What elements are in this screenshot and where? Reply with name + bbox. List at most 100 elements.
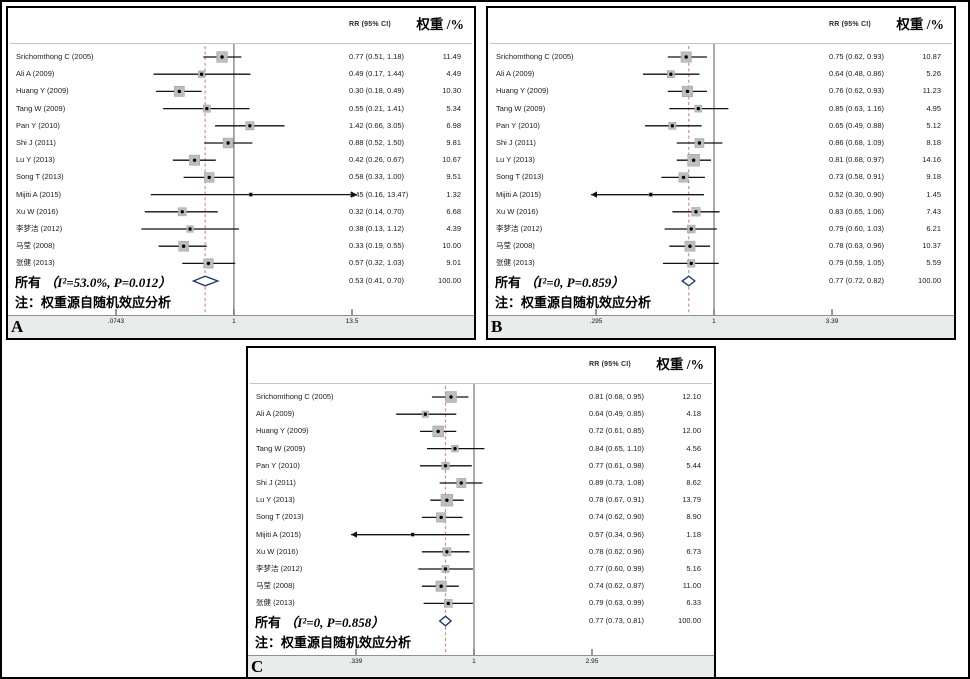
- study-label: Song T (2013): [256, 512, 304, 522]
- study-label: Mijiti A (2015): [16, 189, 62, 199]
- point-estimate-marker: [445, 550, 449, 554]
- study-weight-text: 14.16: [922, 155, 941, 165]
- study-weight-text: 12.00: [682, 426, 701, 436]
- study-ci-text: 0.57 (0.34, 0.96): [589, 529, 645, 539]
- effect-column-header: RR (95% CI): [349, 21, 391, 28]
- x-axis-tick-label: 1: [712, 318, 716, 325]
- study-weight-text: 5.12: [926, 120, 941, 130]
- overall-label-text: 所有: [255, 615, 282, 630]
- study-label: Ali A (2009): [496, 69, 535, 79]
- study-label: Tang W (2009): [256, 443, 306, 453]
- panel-c: RR (95% CI) 权重 /% Srichomthong C (2005) 0.8…: [246, 346, 716, 677]
- x-axis-tick-label: 13.5: [345, 318, 359, 325]
- study-ci-text: 0.55 (0.21, 1.41): [349, 103, 405, 113]
- point-estimate-marker: [188, 227, 192, 231]
- point-estimate-marker: [670, 124, 675, 128]
- point-estimate-marker: [220, 55, 224, 59]
- study-label: 李梦洁 (2012): [256, 564, 303, 573]
- study-weight-text: 11.23: [922, 86, 941, 96]
- point-estimate-marker: [697, 141, 702, 145]
- overall-label: 所有 （I²=53.0%, P=0.012）: [15, 272, 171, 291]
- study-weight-text: 10.37: [922, 241, 941, 251]
- study-ci-text: 0.81 (0.68, 0.97): [829, 155, 885, 165]
- study-label: Pan Y (2010): [256, 460, 300, 470]
- effect-column-header: RR (95% CI): [829, 21, 871, 28]
- study-label: Mijiti A (2015): [496, 189, 542, 199]
- study-label: 李梦洁 (2012): [16, 224, 63, 233]
- study-label: Srichomthong C (2005): [256, 392, 334, 401]
- point-estimate-marker: [688, 244, 692, 248]
- x-axis-tick-label: .339: [349, 658, 363, 665]
- point-estimate-marker: [423, 412, 428, 416]
- study-weight-text: 5.44: [686, 460, 701, 470]
- study-ci-text: 0.74 (0.62, 0.90): [589, 512, 645, 522]
- study-ci-text: 0.85 (0.63, 1.16): [829, 103, 885, 113]
- study-weight-text: 10.00: [442, 241, 461, 251]
- study-weight-text: 11.49: [442, 52, 461, 61]
- study-label: 张健 (2013): [496, 258, 535, 268]
- ci-arrow-right: [351, 191, 357, 198]
- overall-weight-text: 100.00: [918, 276, 941, 285]
- study-ci-text: 0.76 (0.62, 0.93): [829, 86, 885, 96]
- study-label: Pan Y (2010): [16, 120, 60, 130]
- study-weight-text: 8.62: [686, 478, 701, 487]
- study-ci-text: 0.33 (0.19, 0.55): [349, 241, 405, 251]
- study-label: 李梦洁 (2012): [496, 224, 543, 233]
- overall-label: 所有 （I²=0, P=0.858）: [255, 612, 384, 631]
- study-weight-text: 9.81: [446, 138, 461, 147]
- heterogeneity-stats: （I²=0, P=0.858）: [281, 615, 385, 630]
- panel-a: RR (95% CI) 权重 /% Srichomthong C (2005) 0.7…: [6, 6, 476, 340]
- study-weight-text: 1.45: [926, 189, 941, 199]
- study-weight-text: 6.68: [446, 206, 461, 216]
- study-label: Shi J (2011): [256, 478, 296, 487]
- study-weight-text: 4.39: [446, 224, 461, 233]
- overall-diamond: [438, 615, 453, 627]
- study-weight-text: 12.10: [682, 392, 701, 401]
- point-estimate-marker: [684, 55, 688, 59]
- study-ci-text: 0.88 (0.52, 1.50): [349, 138, 405, 147]
- study-weight-text: 6.21: [926, 224, 941, 233]
- study-weight-text: 5.16: [686, 564, 701, 573]
- header-separator: [10, 43, 472, 44]
- study-weight-text: 6.33: [686, 598, 701, 608]
- study-label: Lu Y (2013): [256, 495, 295, 505]
- study-weight-text: 5.26: [926, 69, 941, 79]
- study-ci-text: 0.38 (0.13, 1.12): [349, 224, 405, 233]
- point-estimate-marker: [669, 72, 673, 76]
- study-label: Xu W (2016): [16, 206, 59, 216]
- study-weight-text: 5.59: [926, 258, 941, 268]
- header-separator: [250, 383, 712, 384]
- point-estimate-marker: [443, 567, 448, 571]
- study-ci-text: 0.57 (0.32, 1.03): [349, 258, 405, 268]
- study-weight-text: 1.18: [686, 529, 701, 539]
- study-label: Huang Y (2009): [256, 426, 309, 436]
- study-label: Tang W (2009): [16, 103, 66, 113]
- study-ci-text: 0.78 (0.62, 0.96): [589, 546, 645, 556]
- study-label: Pan Y (2010): [496, 120, 540, 130]
- panel-A-inner: RR (95% CI) 权重 /% Srichomthong C (2005) 0.7…: [8, 8, 474, 338]
- point-estimate-marker: [199, 72, 204, 76]
- study-label: Srichomthong C (2005): [16, 52, 94, 61]
- study-weight-text: 4.56: [686, 443, 701, 453]
- point-estimate-marker: [249, 192, 253, 197]
- study-weight-text: 4.18: [686, 409, 701, 419]
- panel-b: RR (95% CI) 权重 /% Srichomthong C (2005) 0.7…: [486, 6, 956, 340]
- study-label: Tang W (2009): [496, 103, 546, 113]
- point-estimate-marker: [689, 227, 693, 231]
- point-estimate-marker: [206, 261, 211, 266]
- weight-column-header: 权重 /%: [416, 17, 464, 32]
- study-weight-text: 9.51: [446, 172, 461, 182]
- overall-diamond: [191, 275, 220, 287]
- study-label: Xu W (2016): [496, 206, 539, 216]
- point-estimate-marker: [226, 141, 230, 145]
- study-weight-text: 13.79: [682, 495, 701, 505]
- x-axis-tick-label: 1: [472, 658, 476, 665]
- study-weight-text: 8.18: [926, 138, 941, 147]
- study-ci-text: 0.77 (0.51, 1.18): [349, 52, 405, 61]
- study-label: Huang Y (2009): [16, 86, 69, 96]
- study-ci-text: 0.79 (0.63, 0.99): [589, 598, 645, 608]
- study-ci-text: 0.65 (0.49, 0.88): [829, 120, 885, 130]
- overall-weight-text: 100.00: [438, 276, 461, 285]
- point-estimate-marker: [181, 244, 186, 248]
- point-estimate-marker: [410, 532, 415, 537]
